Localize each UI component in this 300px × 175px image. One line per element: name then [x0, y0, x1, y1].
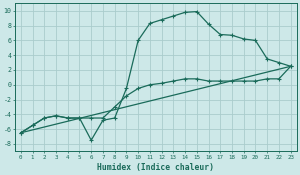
X-axis label: Humidex (Indice chaleur): Humidex (Indice chaleur): [97, 163, 214, 172]
